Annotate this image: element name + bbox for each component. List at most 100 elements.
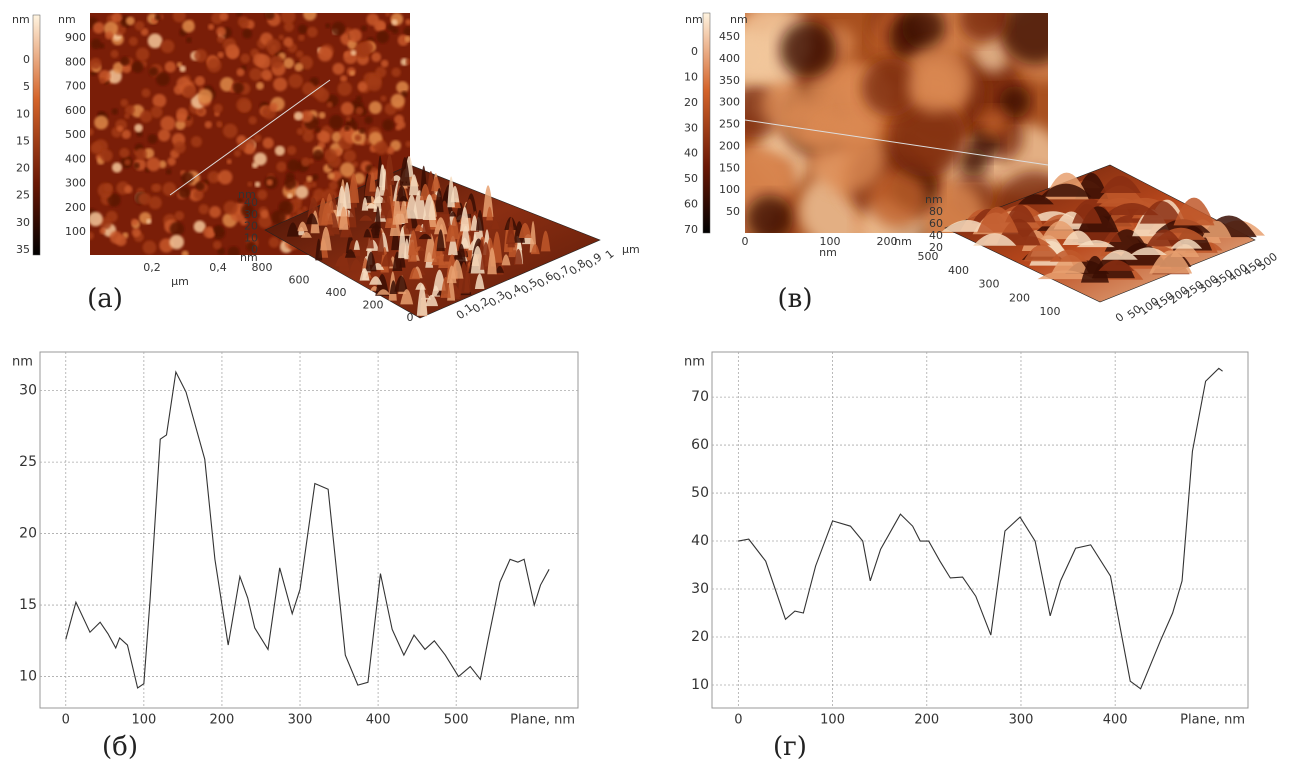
grain	[746, 194, 793, 233]
surface-z-tick-label: 60	[929, 217, 943, 230]
colorbar-tick-label: 0	[691, 45, 698, 58]
grain	[248, 116, 257, 125]
surface-peak	[465, 198, 474, 214]
image-y-tick-label: 500	[65, 128, 86, 141]
surface-peak	[486, 206, 493, 221]
colorbar-tick-label: 20	[684, 96, 698, 109]
surface-peak	[431, 255, 446, 266]
surface-peak	[408, 230, 419, 256]
surface-peak	[1018, 194, 1054, 205]
surface-peak	[384, 164, 391, 197]
x-tick-label: 400	[366, 713, 391, 728]
grain	[116, 125, 124, 132]
surface-peak	[501, 254, 511, 266]
image-y-tick-label: 600	[65, 104, 86, 117]
colorbar-tick-label: 10	[16, 107, 30, 120]
profile-line	[744, 119, 1049, 166]
image-x-unit: µm	[171, 275, 189, 288]
image-y-tick-label: 100	[65, 225, 86, 238]
grain	[395, 124, 402, 131]
grain	[352, 161, 359, 168]
surface-y-tick-label: 200	[363, 299, 384, 312]
surface-peak	[530, 244, 540, 255]
surface-peak	[398, 227, 407, 259]
grain	[308, 158, 314, 164]
grain	[217, 51, 224, 59]
grain	[382, 119, 395, 132]
grain	[387, 23, 395, 32]
surface-peak	[1098, 260, 1135, 271]
surface-z-tick-label: 20	[244, 220, 258, 233]
surface-z-unit: nm	[238, 188, 256, 201]
y-tick-label: 30	[691, 581, 709, 597]
grain	[361, 41, 374, 54]
colorbar-tick-label: 10	[684, 70, 698, 83]
grain	[216, 35, 225, 43]
grain	[236, 68, 245, 77]
grain	[216, 26, 227, 37]
grain	[348, 28, 362, 43]
grain	[376, 30, 390, 44]
surface-peak	[374, 206, 382, 236]
image-y-tick-label: 50	[726, 205, 740, 218]
surface-peak	[1170, 238, 1203, 249]
grain	[301, 157, 311, 167]
grain	[141, 88, 151, 98]
panel-label: (г)	[773, 732, 807, 762]
surface-peak	[409, 267, 421, 280]
colorbar	[32, 14, 41, 256]
x-axis-label: Plane, nm	[1180, 713, 1245, 728]
grain	[286, 145, 297, 156]
surface-peak	[475, 209, 484, 231]
image-y-tick-label: 250	[719, 118, 740, 131]
grain	[140, 28, 149, 36]
grain	[99, 78, 106, 84]
grain	[404, 35, 410, 43]
surface-peak	[1004, 204, 1036, 223]
image-y-tick-label: 200	[65, 201, 86, 214]
grain	[146, 157, 161, 172]
surface-peak	[405, 194, 418, 219]
grain	[391, 19, 398, 26]
x-tick-label: 0	[62, 713, 70, 728]
surface-peak	[977, 206, 1019, 233]
image-y-unit: nm	[58, 13, 76, 26]
grain	[104, 31, 114, 40]
grain	[223, 200, 238, 215]
image-x-unit: nm	[819, 246, 837, 259]
surface-peak	[1041, 221, 1079, 240]
image-y-tick-label: 700	[65, 80, 86, 93]
surface-peak	[306, 213, 318, 225]
surface-peak	[445, 224, 456, 242]
x-tick-label: 300	[288, 713, 313, 728]
grain	[232, 82, 244, 94]
grain	[217, 247, 226, 255]
grain	[260, 69, 272, 81]
surface-peak	[376, 289, 391, 295]
grain	[207, 229, 215, 238]
grain	[90, 128, 94, 136]
grain	[135, 47, 150, 61]
grain	[138, 192, 151, 206]
grain	[999, 85, 1032, 118]
grain	[355, 95, 363, 102]
grain	[254, 181, 261, 188]
surface-z-unit: nm	[925, 193, 943, 206]
grain	[194, 76, 205, 87]
x-tick-label: 200	[210, 713, 235, 728]
grain	[181, 171, 194, 185]
grain	[237, 198, 243, 204]
grain	[263, 110, 269, 116]
grain	[185, 37, 192, 44]
surface-peak	[1139, 200, 1184, 224]
profile-line	[169, 79, 331, 196]
grain	[134, 20, 145, 31]
surface-peak	[349, 259, 363, 271]
grain	[367, 76, 382, 92]
surface-peak	[436, 229, 445, 252]
surface-peak	[1102, 249, 1138, 260]
x-tick-label: 400	[1103, 713, 1128, 728]
grain	[780, 21, 837, 78]
grain	[249, 67, 263, 81]
y-tick-label: 30	[19, 383, 37, 399]
